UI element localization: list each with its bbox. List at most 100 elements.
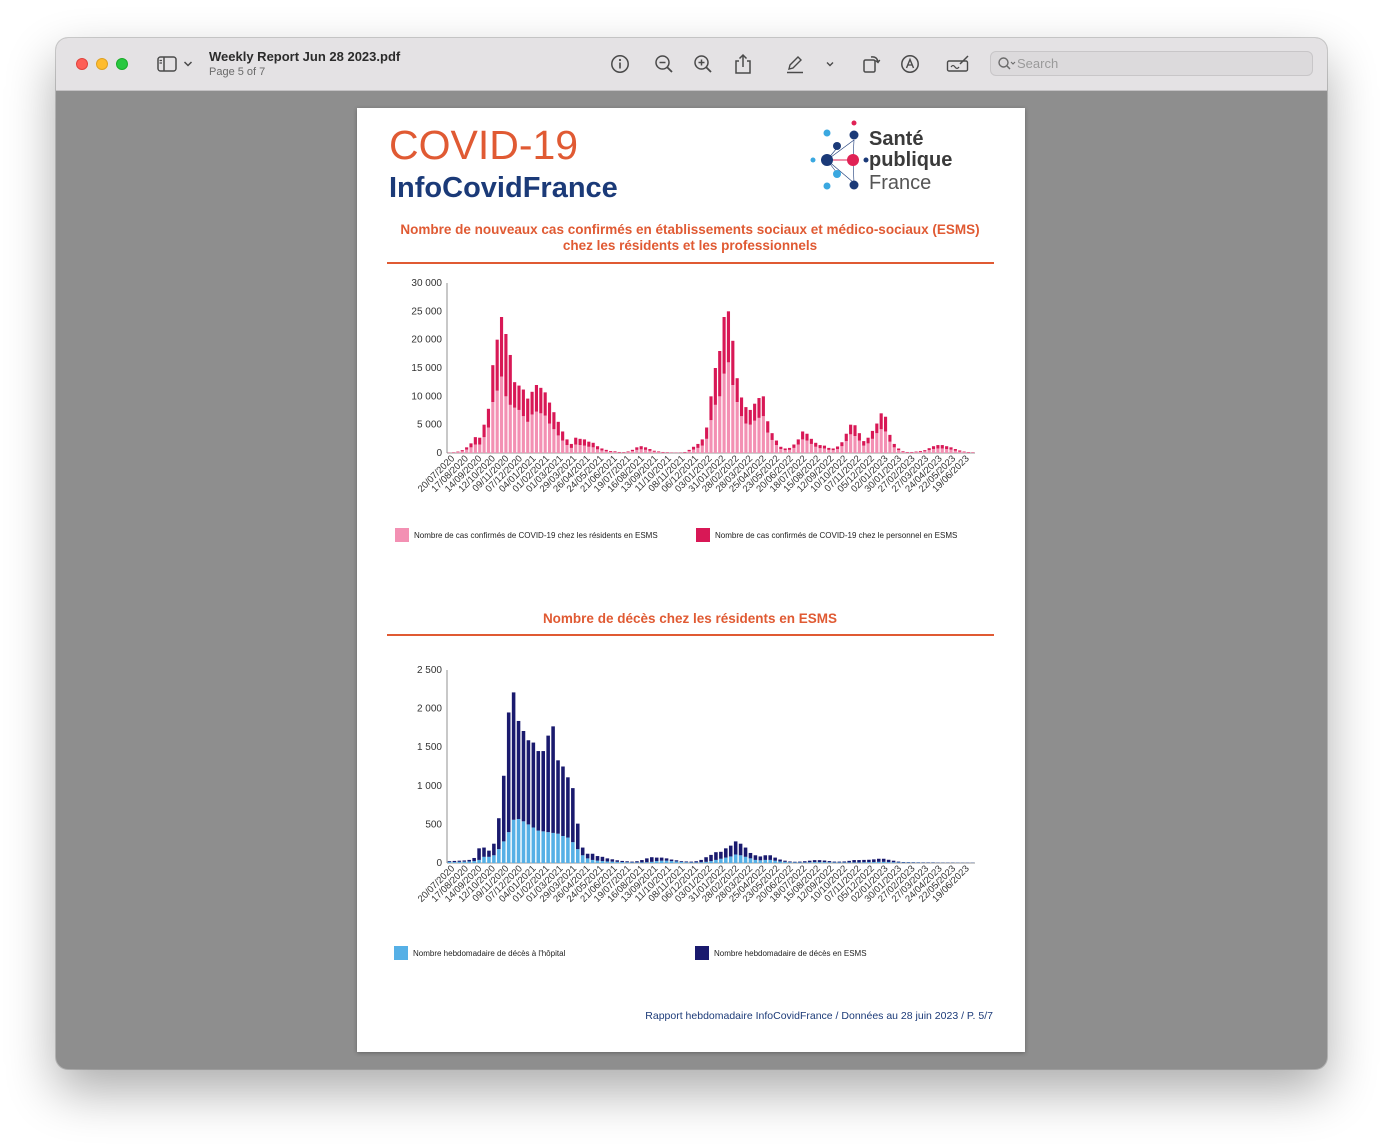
cases-bar-series2 (862, 441, 866, 446)
cases-bar-series2 (626, 451, 630, 453)
deaths-bar-series1 (788, 862, 792, 863)
markup-circle-icon (901, 55, 919, 73)
cases-bar-series1 (761, 416, 765, 453)
cases-bar-series1 (910, 452, 914, 453)
cases-bar-series1 (630, 451, 635, 453)
cases-bar-series1 (626, 452, 630, 453)
cases-bar-series1 (687, 451, 691, 453)
cases-bar-series1 (556, 435, 560, 453)
deaths-bar-series1 (733, 854, 738, 863)
deaths-bar-series2 (881, 858, 886, 862)
deaths-bar-series2 (714, 852, 718, 860)
preview-window: Weekly Report Jun 28 2023.pdf Page 5 of … (56, 38, 1327, 1069)
cases-bar-series1 (561, 440, 565, 453)
deaths-bar-series2 (585, 853, 590, 859)
deaths-bar-series1 (659, 860, 664, 863)
cases-bar-series1 (521, 416, 525, 453)
cases-bar-series2 (521, 389, 525, 417)
search-input[interactable] (1017, 54, 1297, 73)
rotate-button[interactable] (860, 52, 882, 76)
deaths-bar-series1 (506, 832, 511, 863)
report-subtitle: InfoCovidFrance (389, 172, 618, 204)
cases-bar-series1 (757, 417, 761, 453)
close-window-button[interactable] (76, 58, 88, 70)
cases-bar-series2 (700, 439, 704, 446)
highlight-menu-button[interactable] (824, 52, 836, 76)
deaths-bar-series2 (635, 861, 639, 863)
deaths-bar-series1 (610, 861, 615, 863)
deaths-bar-series1 (497, 849, 501, 863)
deaths-bar-series1 (674, 861, 679, 863)
cases-bar-series2 (761, 396, 765, 417)
view-menu-button[interactable] (182, 52, 194, 76)
cases-bar-series2 (831, 448, 835, 451)
info-button[interactable] (609, 52, 631, 76)
deaths-bar-series1 (669, 861, 674, 863)
cases-bar-series1 (862, 445, 866, 453)
cases-bar-series1 (530, 414, 534, 453)
cases-bar-series1 (713, 404, 717, 453)
deaths-bar-series2 (575, 823, 580, 850)
cases-bar-series1 (814, 446, 818, 453)
deaths-bar-series2 (733, 841, 738, 855)
deaths-bar-series2 (867, 859, 871, 863)
cases-bar-series2 (853, 425, 857, 436)
zoom-in-button[interactable] (692, 52, 714, 76)
deaths-bar-series2 (620, 860, 624, 863)
cases-bar-series1 (709, 420, 713, 453)
cases-bar-series1 (744, 423, 748, 453)
cases-bar-series1 (827, 449, 831, 453)
deaths-bar-series2 (452, 860, 457, 863)
markup-button[interactable] (899, 52, 921, 76)
cases-bar-series2 (630, 449, 635, 452)
deaths-bar-series2 (758, 856, 763, 861)
deaths-bar-series1 (837, 862, 842, 863)
cases-bar-series1 (569, 447, 573, 453)
legend-swatch-esms (695, 946, 709, 960)
zoom-window-button[interactable] (116, 58, 128, 70)
highlight-button[interactable] (784, 52, 806, 76)
cases-bar-series2 (879, 413, 883, 430)
deaths-bar-series2 (763, 855, 768, 860)
deaths-bar-series1 (654, 861, 659, 863)
deaths-bar-series1 (709, 861, 713, 863)
cases-bar-series2 (574, 437, 578, 445)
deaths-bar-series1 (447, 861, 452, 863)
cases-bar-series1 (949, 449, 953, 453)
cases-bar-series1 (897, 450, 901, 453)
cases-bar-series1 (652, 451, 656, 453)
legend-swatch-hospital (394, 946, 408, 960)
minimize-window-button[interactable] (96, 58, 108, 70)
cases-bar-series1 (635, 449, 639, 453)
deaths-bar-series2 (719, 851, 723, 859)
cases-bar-series2 (927, 448, 931, 451)
deaths-bar-series1 (778, 861, 782, 863)
sidebar-toggle-button[interactable] (156, 52, 178, 76)
zoom-out-button[interactable] (653, 52, 675, 76)
deaths-bar-series2 (669, 859, 674, 862)
share-button[interactable] (733, 52, 753, 76)
cases-bar-series1 (495, 390, 499, 453)
deaths-bar-series2 (684, 861, 689, 863)
deaths-bar-series1 (793, 862, 797, 863)
cases-bar-series2 (517, 385, 521, 410)
cases-bar-series2 (722, 317, 726, 374)
cases-bar-series2 (600, 448, 604, 451)
cases-bar-series2 (705, 427, 709, 439)
sign-button[interactable] (945, 52, 971, 76)
legend-label-residents: Nombre de cas confirmés de COVID-19 chez… (414, 530, 658, 540)
deaths-bar-series2 (896, 861, 901, 863)
deaths-bar-series1 (877, 861, 881, 863)
deaths-bar-series2 (630, 861, 634, 863)
cases-bar-series1 (835, 449, 840, 453)
logo-text-line3: France (869, 172, 932, 194)
cases-bar-series1 (661, 452, 665, 453)
search-field[interactable] (990, 51, 1313, 76)
cases-bar-series2 (753, 403, 757, 421)
deaths-bar-series1 (704, 861, 708, 863)
cases-bar-series1 (565, 445, 569, 453)
deaths-y-tick-label: 2 000 (417, 704, 442, 715)
deaths-bar-series1 (541, 831, 545, 863)
deaths-bar-series1 (817, 862, 822, 863)
deaths-bar-series2 (457, 860, 462, 862)
